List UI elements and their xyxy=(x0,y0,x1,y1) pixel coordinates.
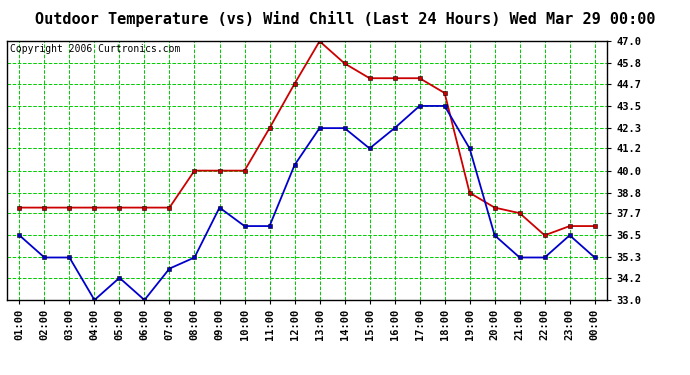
Text: Copyright 2006 Curtronics.com: Copyright 2006 Curtronics.com xyxy=(10,44,180,54)
Text: Outdoor Temperature (vs) Wind Chill (Last 24 Hours) Wed Mar 29 00:00: Outdoor Temperature (vs) Wind Chill (Las… xyxy=(34,11,655,27)
